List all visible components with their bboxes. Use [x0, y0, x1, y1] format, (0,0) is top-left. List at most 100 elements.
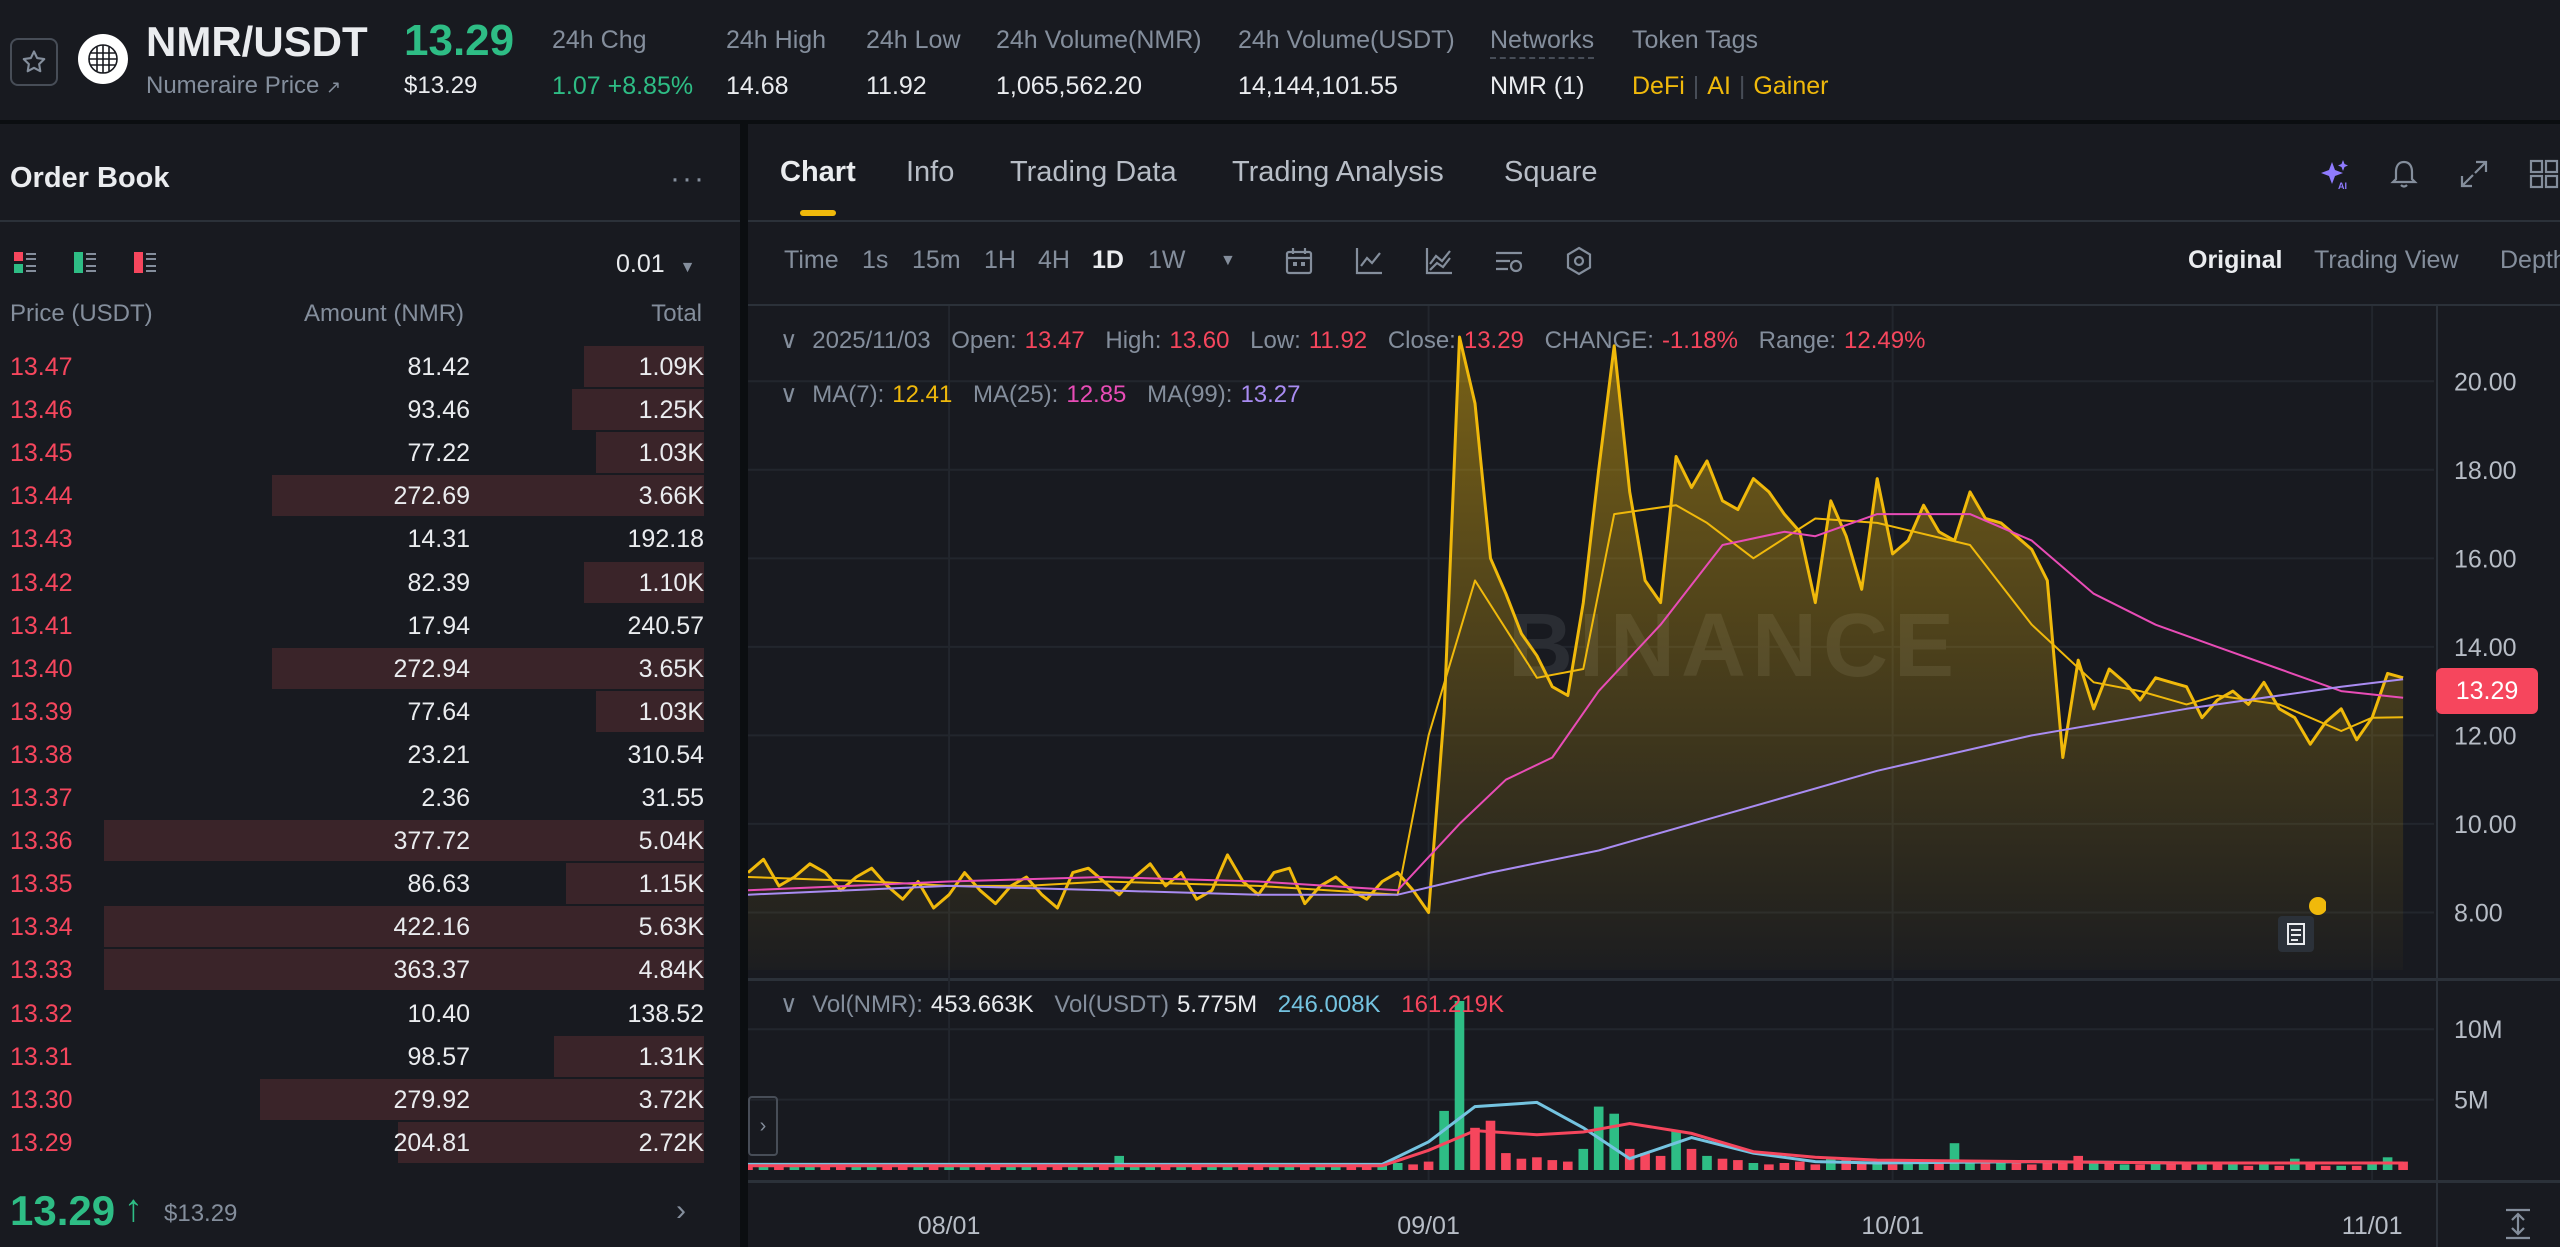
expand-icon[interactable]	[2456, 156, 2492, 192]
more-intervals-caret-icon[interactable]: ▼	[1220, 252, 1236, 269]
ma7-value: 12.41	[892, 381, 953, 408]
stat-token-tags-label: Token Tags	[1632, 26, 1759, 54]
interval-time[interactable]: Time	[784, 246, 839, 274]
ask-row[interactable]: 13.44 272.69 3.66K	[0, 474, 704, 517]
asks-only-view-icon[interactable]	[132, 250, 158, 276]
interval-4h[interactable]: 4H	[1038, 246, 1070, 274]
ask-row[interactable]: 13.45 77.22 1.03K	[0, 431, 704, 474]
tab-square[interactable]: Square	[1504, 156, 1598, 188]
hexagon-icon[interactable]	[1562, 244, 1596, 278]
pair-subtitle-link[interactable]: Numeraire Price ↗	[146, 72, 341, 100]
ask-row[interactable]: 13.30 279.92 3.72K	[0, 1078, 704, 1121]
order-book-last-price: 13.29	[10, 1187, 116, 1234]
both-sides-view-icon[interactable]	[12, 250, 38, 276]
ask-row[interactable]: 13.32 10.40 138.52	[0, 992, 704, 1035]
view-original[interactable]: Original	[2188, 246, 2283, 274]
volume-bar	[1470, 1127, 1480, 1170]
ask-row[interactable]: 13.34 422.16 5.63K	[0, 905, 704, 948]
layout-grid-icon[interactable]	[2526, 156, 2560, 192]
ask-total: 1.25K	[638, 396, 704, 425]
ask-price: 13.29	[10, 1128, 73, 1157]
order-book-last-price-usd: $13.29	[164, 1200, 238, 1227]
ohlc-change-label: CHANGE:	[1544, 327, 1654, 354]
volume-bar	[1918, 1163, 1929, 1170]
indicator-icon[interactable]	[1422, 244, 1456, 278]
collapse-chevron-icon[interactable]: ∨	[780, 327, 798, 354]
ask-row[interactable]: 13.33 363.37 4.84K	[0, 948, 704, 991]
volume-ma2-line	[748, 1121, 2404, 1168]
ask-row[interactable]: 13.29 204.81 2.72K	[0, 1121, 704, 1164]
collapse-chevron-icon[interactable]: ∨	[780, 381, 798, 408]
ask-row[interactable]: 13.39 77.64 1.03K	[0, 690, 704, 733]
ask-row[interactable]: 13.43 14.31 192.18	[0, 517, 704, 560]
volume-bar	[1671, 1130, 1681, 1170]
tick-size-select[interactable]: 0.01 ▼	[616, 250, 695, 279]
token-tag[interactable]: Gainer	[1753, 72, 1829, 100]
ask-row[interactable]: 13.42 82.39 1.10K	[0, 561, 704, 604]
vol-nmr-value: 453.663K	[930, 991, 1034, 1018]
volume-bar	[1408, 1164, 1418, 1170]
ask-row[interactable]: 13.36 377.72 5.04K	[0, 819, 704, 862]
chevron-right-icon[interactable]: ›	[676, 1194, 686, 1227]
ask-row[interactable]: 13.37 2.36 31.55	[0, 776, 704, 819]
ask-row[interactable]: 13.35 86.63 1.15K	[0, 862, 704, 905]
collapse-chevron-icon[interactable]: ∨	[780, 991, 798, 1018]
volume-bar	[1655, 1155, 1666, 1170]
tab-chart[interactable]: Chart	[780, 156, 856, 188]
interval-1w[interactable]: 1W	[1148, 246, 1186, 274]
ask-amount: 86.63	[407, 870, 470, 899]
volume-bar	[1099, 1165, 1109, 1170]
interval-1d[interactable]: 1D	[1092, 246, 1124, 274]
scroll-to-latest-icon[interactable]	[2500, 1206, 2536, 1242]
ask-price: 13.32	[10, 999, 73, 1028]
price-axis-label: 20.00	[2454, 368, 2517, 396]
price-chart[interactable]: BINANCE 20.0018.0016.0014.0012.0010.008.…	[748, 306, 2560, 1247]
volume-bar	[1887, 1164, 1898, 1170]
ask-total: 3.66K	[638, 482, 704, 511]
ask-amount: 363.37	[393, 956, 470, 985]
tab-trading-analysis[interactable]: Trading Analysis	[1232, 156, 1444, 188]
time-axis-label: 10/01	[1861, 1212, 1924, 1240]
bell-icon[interactable]	[2386, 156, 2422, 192]
ask-row[interactable]: 13.40 272.94 3.65K	[0, 647, 704, 690]
ohlc-high-label: High:	[1105, 327, 1162, 354]
volume-bar	[1253, 1165, 1264, 1170]
token-tag[interactable]: DeFi	[1632, 72, 1685, 100]
volume-legend: ∨ Vol(NMR): 453.663K Vol(USDT) 5.775M 246.…	[780, 990, 1518, 1019]
ask-amount: 77.64	[407, 697, 470, 726]
stat-networks-label[interactable]: Networks	[1490, 26, 1595, 59]
volume-bar	[2104, 1163, 2114, 1170]
toggle-sidebar-icon[interactable]: ›	[748, 1096, 778, 1156]
depth-bar	[566, 863, 704, 905]
arrow-up-icon: ↑	[124, 1188, 143, 1230]
interval-1h[interactable]: 1H	[984, 246, 1016, 274]
tab-info[interactable]: Info	[906, 156, 955, 188]
order-notes-icon[interactable]	[2276, 888, 2326, 954]
volume-bar	[1795, 1161, 1805, 1170]
interval-1s[interactable]: 1s	[862, 246, 889, 274]
view-trading-view[interactable]: Trading View	[2314, 246, 2459, 274]
ask-price: 13.36	[10, 827, 73, 856]
ask-row[interactable]: 13.46 93.46 1.25K	[0, 388, 704, 431]
token-tag[interactable]: AI	[1707, 72, 1731, 100]
ask-row[interactable]: 13.41 17.94 240.57	[0, 604, 704, 647]
stat-networks-value[interactable]: NMR (1)	[1490, 72, 1585, 100]
ai-sparkle-icon[interactable]: AI	[2316, 156, 2352, 192]
ohlc-close: 13.29	[1463, 327, 1524, 354]
nmr-coin-logo	[78, 34, 128, 84]
favorite-button[interactable]	[10, 38, 58, 86]
bids-only-view-icon[interactable]	[72, 250, 98, 276]
ask-row[interactable]: 13.47 81.42 1.09K	[0, 345, 704, 388]
more-options-button[interactable]: ···	[670, 162, 706, 195]
volume-bar	[820, 1165, 831, 1170]
view-depth[interactable]: Depth	[2500, 246, 2560, 274]
calendar-icon[interactable]	[1282, 244, 1316, 278]
settings-list-icon[interactable]	[1492, 244, 1526, 278]
tab-trading-data[interactable]: Trading Data	[1010, 156, 1177, 188]
volume-bar	[1516, 1158, 1527, 1170]
ask-row[interactable]: 13.38 23.21 310.54	[0, 733, 704, 776]
line-chart-icon[interactable]	[1352, 244, 1386, 278]
interval-15m[interactable]: 15m	[912, 246, 961, 274]
ask-row[interactable]: 13.31 98.57 1.31K	[0, 1035, 704, 1078]
ask-amount: 279.92	[393, 1085, 470, 1114]
